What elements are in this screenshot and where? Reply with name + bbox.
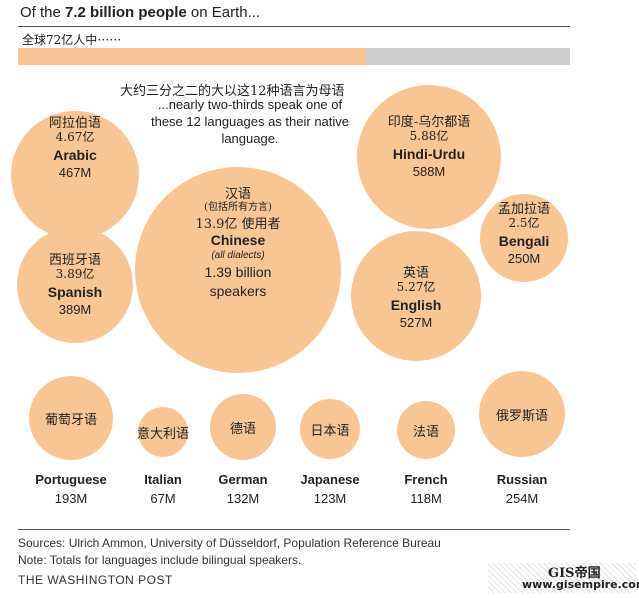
value-french: 118M [410,491,442,506]
label-chinese: Chinese [210,232,266,248]
intro-text: ...nearly two-thirds speak one of these … [150,97,350,146]
watermark-url: www.gisempire.com [522,578,639,591]
label-hindi: Hindi-Urdu [392,146,466,162]
value-cn-english: 5.27亿 [396,280,436,294]
value-chinese: 1.39 billion [204,264,272,280]
population-share-bar [18,48,570,65]
note-chinese: (all dialects) [211,250,265,261]
subtitle-cn: 全球72亿人中⋯⋯ [22,33,122,47]
population-share-fill [18,48,366,65]
bubble-portuguese [29,376,113,460]
label-cn-japanese: 日本语 [310,424,350,439]
watermark-pattern [488,563,636,593]
note-cn-chinese: (包括所有方言) [204,202,272,213]
label-russian: Russian [496,472,548,487]
value-hindi: 588M [412,164,446,179]
value-arabic: 467M [58,165,92,180]
bubble-russian [479,371,565,457]
label-portuguese: Portuguese [35,472,107,487]
label-french: French [404,472,448,487]
value-bengali: 250M [507,251,541,266]
chart-title: Of the 7.2 billion people on Earth... [20,4,261,21]
value-cn-bengali: 2.5亿 [508,216,540,230]
label-cn-portuguese: 葡萄牙语 [44,413,98,428]
value-portuguese: 193M [54,491,88,506]
label-cn-french: 法语 [412,425,440,440]
sources-text: Sources: Ulrich Ammon, University of Düs… [18,536,441,550]
label-cn-german: 德语 [229,422,257,437]
watermark-logo: GIS帝国 [548,566,601,581]
value-russian: 254M [505,491,539,506]
value-english: 527M [399,315,433,330]
bubble-bengali [480,194,568,282]
label-spanish: Spanish [47,284,103,300]
bubble-japanese [300,399,360,459]
bubble-chinese [135,167,341,373]
label-italian: Italian [144,472,182,487]
value-german: 132M [226,491,260,506]
bubble-hindi [357,85,501,229]
label-cn-italian: 意大利语 [136,427,190,442]
bubble-french [397,401,455,459]
label-cn-arabic: 阿拉伯语 [48,116,102,131]
footer-divider [18,529,570,530]
bubble-italian [138,407,188,457]
value-cn-chinese: 13.9亿 使用者 [195,217,281,232]
label-cn-bengali: 孟加拉语 [497,202,551,217]
label-cn-hindi: 印度-乌尔都语 [387,115,471,130]
value2-chinese: speakers [209,283,267,299]
label-cn-spanish: 西班牙语 [48,253,102,268]
label-english: English [390,297,442,313]
bubble-english [351,231,481,361]
label-cn-english: 英语 [402,266,430,281]
label-cn-russian: 俄罗斯语 [495,409,549,424]
label-cn-chinese: 汉语 [224,187,252,202]
label-japanese: Japanese [300,472,360,487]
publisher-logo: THE WASHINGTON POST [18,573,173,587]
bubble-german [210,394,276,460]
value-spanish: 389M [58,302,92,317]
value-cn-hindi: 5.88亿 [409,129,449,143]
label-bengali: Bengali [498,233,550,249]
intro-cn: 大约三分之二的大以这12种语言为母语 [120,84,345,99]
value-italian: 67M [150,491,176,506]
value-cn-arabic: 4.67亿 [55,130,95,144]
label-german: German [218,472,268,487]
value-cn-spanish: 3.89亿 [55,267,95,281]
value-japanese: 123M [313,491,347,506]
title-divider [18,26,570,27]
note-text: Note: Totals for languages include bilin… [18,553,302,567]
label-arabic: Arabic [53,147,97,163]
bubble-spanish [17,227,133,343]
bubble-arabic [11,111,139,239]
